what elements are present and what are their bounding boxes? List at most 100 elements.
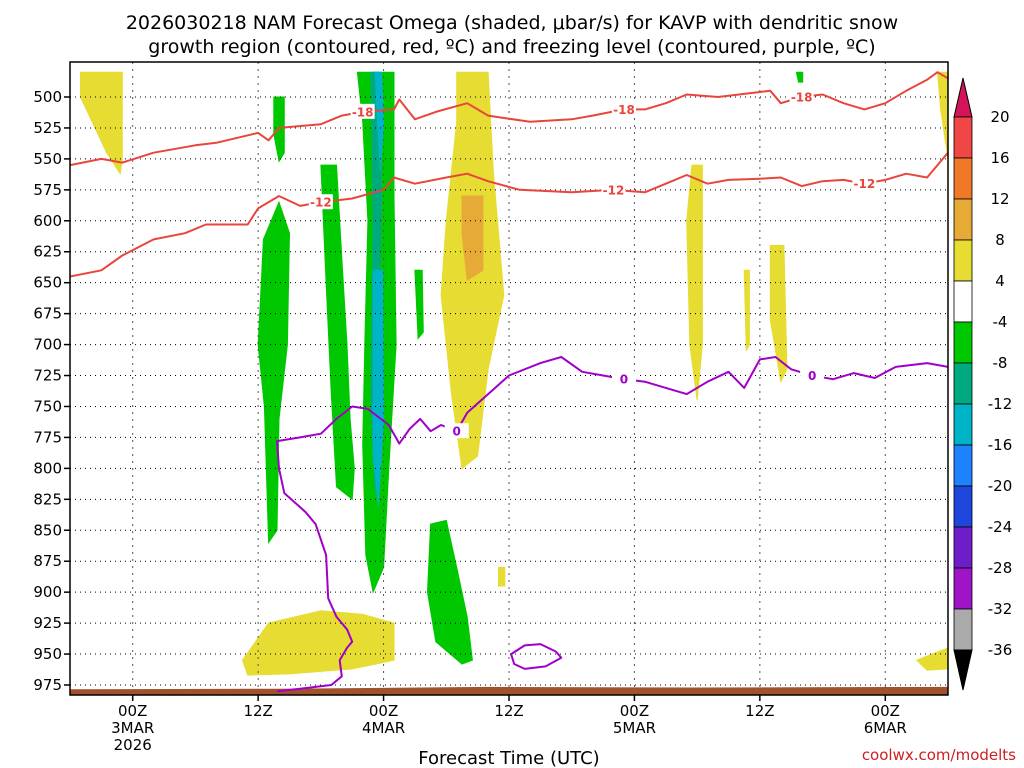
y-tick-label: 925 [33, 614, 62, 632]
colorbar-label: 16 [990, 149, 1009, 167]
omega-region-pos4-8 [936, 71, 948, 159]
omega-region-neg4-17 [414, 269, 424, 340]
plot-area: -18 -18 -18 -12 -12 -12 0 0 0 500 525 550 575 600 625… [33, 61, 949, 754]
colorbar-label: -32 [988, 600, 1013, 618]
omega-region-pos4-4 [498, 566, 506, 587]
chart-title-line-1: 2026030218 NAM Forecast Omega (shaded, μ… [126, 12, 898, 34]
contour-label-bg [350, 103, 375, 119]
y-tick-label: 975 [33, 676, 62, 694]
y-tick-label: 800 [33, 459, 62, 477]
contour-label-bg [601, 181, 626, 197]
colorbar-segment [953, 239, 973, 282]
omega-region-neg12-15 [374, 71, 385, 172]
y-tick-label: 700 [33, 336, 62, 354]
colorbar-segment [953, 444, 973, 487]
colorbar-label: -8 [993, 354, 1008, 372]
x-tick-label: 00Z [871, 702, 900, 720]
colorbar-label: 4 [995, 272, 1005, 290]
omega-region-neg4-12 [320, 164, 355, 501]
contour-label-bg [308, 194, 333, 210]
x-tick-label: 00Z [620, 702, 649, 720]
contour-label: -18 [352, 105, 374, 119]
omega-region-neg4-19 [795, 71, 804, 83]
contour-label: 0 [808, 369, 816, 383]
x-tick-label: 5MAR [613, 719, 656, 737]
y-tick-label: 900 [33, 583, 62, 601]
contour-line-3 [510, 643, 563, 670]
x-axis-label: Forecast Time (UTC) [418, 748, 599, 768]
contour-label: 0 [620, 373, 628, 387]
colorbar-segment [953, 157, 973, 200]
y-tick-label: 675 [33, 305, 62, 323]
colorbar-segment [953, 608, 973, 651]
colorbar-label: 8 [995, 231, 1005, 249]
contour-label-bg [852, 175, 877, 191]
contour-label: -12 [310, 196, 332, 210]
colorbar-segment [953, 403, 973, 446]
omega-region-neg12-16 [372, 269, 385, 506]
y-tick-label: 550 [33, 150, 62, 168]
contour-label-bg [611, 101, 636, 117]
y-tick-label: 850 [33, 521, 62, 539]
contour-label: -18 [791, 91, 813, 105]
y-tick-label: 725 [33, 367, 62, 385]
y-tick-label: 625 [33, 243, 62, 261]
y-axis-ticks: 500 525 550 575 600 625 650 675 700 725 750 775 800 8… [33, 88, 70, 694]
contour-label: 0 [453, 425, 461, 439]
x-tick-label: 12Z [243, 702, 272, 720]
contour-line-2 [276, 356, 948, 693]
colorbar-segment [953, 280, 973, 323]
contour-label: -12 [603, 183, 625, 197]
y-tick-label: 575 [33, 181, 62, 199]
colorbar-segment [953, 485, 973, 528]
omega-region-pos4-6 [743, 269, 750, 352]
colorbar-label: -20 [988, 477, 1013, 495]
contour-label-bg [800, 367, 825, 383]
y-tick-label: 950 [33, 645, 62, 663]
x-tick-label: 6MAR [864, 719, 907, 737]
colorbar-label: -28 [988, 559, 1013, 577]
colorbar-segment [953, 362, 973, 405]
contour-line-1 [70, 152, 948, 278]
x-tick-label: 12Z [494, 702, 523, 720]
omega-region-pos4-7 [769, 245, 788, 384]
colorbar-label: 20 [990, 108, 1009, 126]
contour-label-bg [444, 423, 469, 439]
colorbar-label: -36 [988, 641, 1013, 659]
chart-title-line-2: growth region (contoured, red, ºC) and f… [148, 36, 875, 58]
colorbar-segment [953, 567, 973, 610]
colorbar-label: 12 [990, 190, 1009, 208]
contour-label-bg [789, 89, 814, 104]
x-tick-label: 4MAR [362, 719, 405, 737]
y-tick-label: 525 [33, 119, 62, 137]
omega-region-pos8-3 [461, 195, 484, 282]
colorbar-segment [953, 321, 973, 364]
omega-region-neg4-10 [257, 200, 291, 545]
y-tick-label: 650 [33, 274, 62, 292]
x-tick-label: 2026 [114, 736, 152, 754]
colorbar-top-arrow [953, 77, 973, 118]
y-tick-label: 875 [33, 552, 62, 570]
contour-label: -12 [854, 177, 876, 191]
contour-label-bg [611, 371, 636, 387]
y-tick-label: 600 [33, 212, 62, 230]
contour-label: -18 [613, 103, 635, 117]
colorbar-label: -4 [993, 313, 1008, 331]
colorbar-segment [953, 198, 973, 241]
omega-region-pos4-9 [915, 647, 948, 671]
y-tick-label: 500 [33, 88, 62, 106]
colorbar-bottom-arrow [953, 649, 973, 691]
x-tick-label: 00Z [369, 702, 398, 720]
omega-region-pos4-1 [241, 610, 395, 676]
x-tick-label: 12Z [745, 702, 774, 720]
y-tick-label: 825 [33, 490, 62, 508]
omega-region-pos4-5 [686, 164, 703, 401]
contour-labels: -18 -18 -18 -12 -12 -12 0 0 0 [308, 89, 877, 439]
y-tick-label: 750 [33, 397, 62, 415]
credit-text: coolwx.com/modelts [862, 746, 1016, 764]
x-tick-label: 3MAR [111, 719, 154, 737]
colorbar-segment [953, 526, 973, 569]
omega-colorbar: 20 16 12 8 4 -4 -8 -12 -16 -20 -24 -28 -32 -36 [953, 77, 1013, 691]
